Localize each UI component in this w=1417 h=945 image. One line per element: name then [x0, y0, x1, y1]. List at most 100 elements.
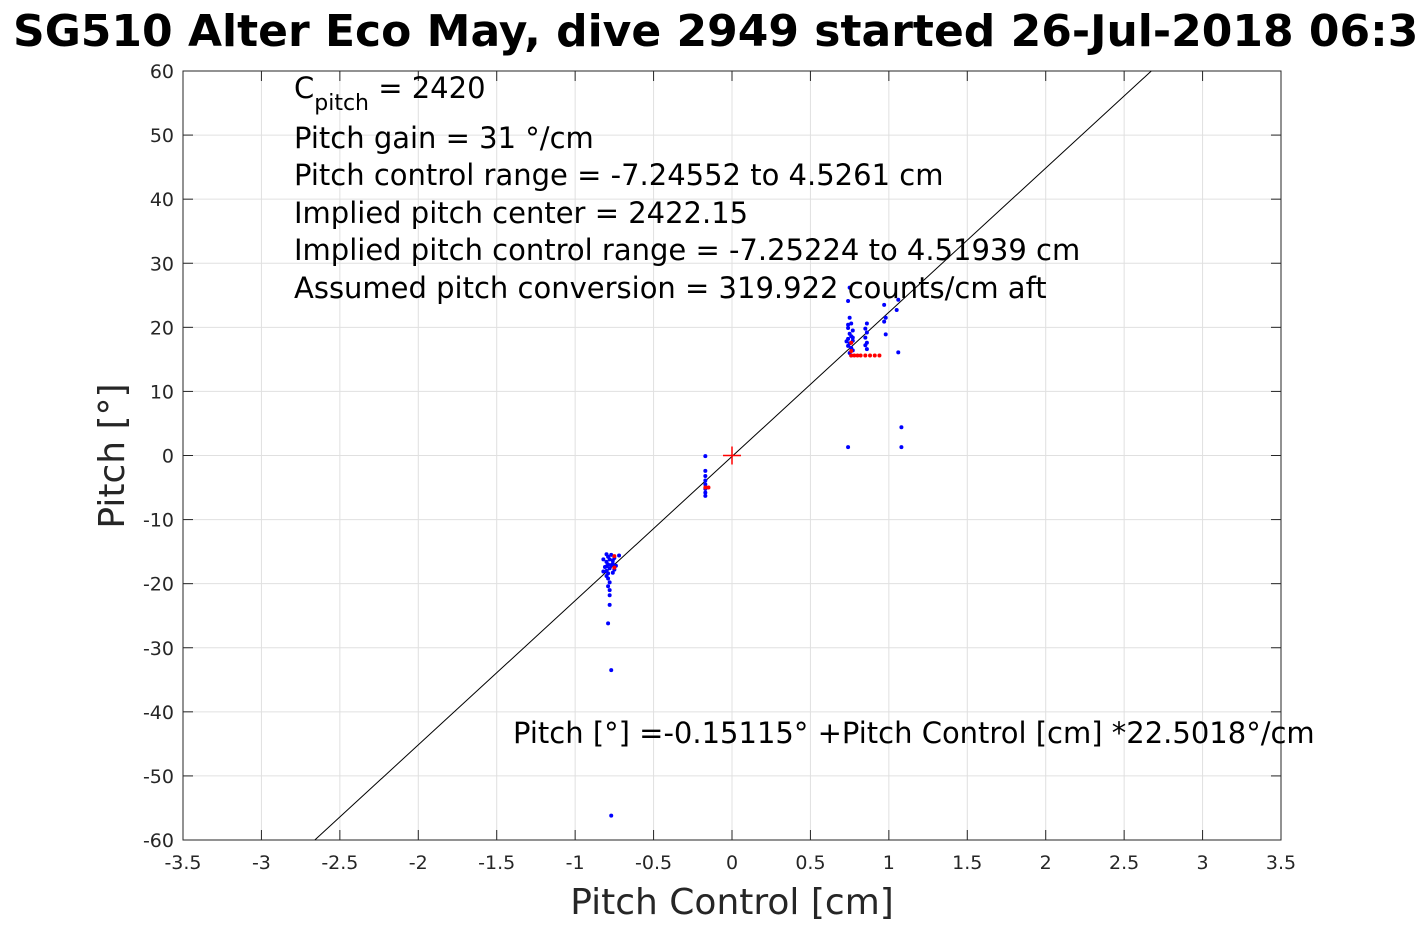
conversion-annotation: Assumed pitch conversion = 319.922 count…: [294, 271, 1047, 305]
blue-data-point: [899, 425, 904, 430]
blue-data-point: [846, 325, 851, 330]
blue-data-point: [607, 580, 612, 585]
x-tick-label: -2: [409, 852, 428, 874]
blue-data-point: [703, 493, 708, 498]
blue-data-point: [883, 332, 888, 337]
blue-data-point: [601, 569, 606, 574]
x-tick-label: 3.5: [1266, 852, 1296, 874]
y-tick-label: 0: [162, 446, 174, 468]
blue-data-point: [864, 321, 869, 326]
y-tick-label: 40: [150, 189, 174, 211]
blue-data-point: [894, 308, 899, 313]
y-tick-label: -30: [143, 638, 174, 660]
blue-data-point: [882, 319, 887, 324]
implied-range-annotation: Implied pitch control range = -7.25224 t…: [294, 233, 1080, 267]
red-data-point: [863, 353, 868, 358]
blue-data-point: [849, 321, 854, 326]
chart-title: SG510 Alter Eco May, dive 2949 started 2…: [13, 6, 1417, 57]
blue-data-point: [601, 557, 606, 562]
blue-data-point: [607, 593, 612, 598]
x-tick-label: -3: [252, 852, 271, 874]
blue-data-point: [609, 668, 614, 673]
blue-data-point: [846, 322, 851, 327]
blue-data-point: [609, 563, 614, 568]
y-tick-label: -10: [143, 510, 174, 532]
blue-data-point: [864, 330, 869, 335]
blue-data-point: [602, 565, 607, 570]
blue-data-point: [606, 621, 611, 626]
y-tick-label: -50: [143, 766, 174, 788]
x-tick-label: 1: [883, 852, 895, 874]
x-tick-label: -0.5: [635, 852, 672, 874]
y-tick-label: 50: [150, 125, 174, 147]
blue-data-point: [863, 326, 868, 331]
x-tick-labels: -3.5 -3 -2.5 -2 -1.5 -1 -0.5 0 0.5 1 1.5 2 2.5 3 3.5: [164, 852, 1296, 874]
red-data-point: [855, 353, 860, 358]
x-tick-label: -3.5: [164, 852, 201, 874]
data-points: [601, 285, 904, 818]
red-data-point: [612, 554, 617, 559]
y-tick-label: -40: [143, 702, 174, 724]
x-tick-label: 2.5: [1109, 852, 1139, 874]
plot-frame: [182, 70, 1282, 841]
blue-data-point: [863, 335, 868, 340]
cpitch-annotation: Cpitch = 2420: [294, 71, 486, 116]
red-data-point: [858, 353, 863, 358]
blue-data-point: [607, 602, 612, 607]
blue-data-point: [606, 584, 611, 589]
pitch-gain-annotation: Pitch gain = 31 °/cm: [294, 121, 594, 155]
red-data-point: [849, 353, 854, 358]
blue-data-point: [883, 315, 888, 320]
y-tick-label: 20: [150, 317, 174, 339]
red-data-point: [872, 353, 877, 358]
blue-data-point: [607, 557, 612, 562]
blue-data-point: [896, 350, 901, 355]
blue-data-point: [703, 474, 708, 479]
x-tick-label: 0.5: [795, 852, 825, 874]
blue-data-point: [850, 328, 855, 333]
blue-data-point: [899, 445, 904, 450]
center-marker: [723, 446, 741, 465]
x-tick-label: -2.5: [321, 852, 358, 874]
blue-data-point: [703, 478, 708, 483]
control-range-annotation: Pitch control range = -7.24552 to 4.5261…: [294, 158, 943, 192]
x-tick-label: 1.5: [952, 852, 982, 874]
blue-data-point: [703, 490, 708, 495]
blue-data-point: [882, 302, 887, 307]
x-tick-label: 2: [1040, 852, 1052, 874]
y-tick-label: 60: [150, 61, 174, 83]
blue-data-point: [846, 343, 851, 348]
red-data-point: [877, 353, 882, 358]
blue-data-point: [847, 285, 852, 290]
blue-data-point: [610, 558, 615, 563]
blue-data-point: [896, 297, 901, 302]
blue-data-point: [703, 468, 708, 473]
red-data-point: [706, 485, 711, 490]
x-axis-label: Pitch Control [cm]: [570, 882, 894, 923]
blue-data-point: [863, 343, 868, 348]
implied-center-annotation: Implied pitch center = 2422.15: [294, 196, 748, 230]
blue-data-point: [864, 347, 869, 352]
y-axis-label: Pitch [°]: [92, 383, 133, 528]
blue-data-point: [703, 482, 708, 487]
cpitch-symbol: C: [294, 71, 314, 105]
blue-data-point: [617, 553, 622, 558]
red-data-point: [849, 340, 854, 345]
blue-data-point: [609, 813, 614, 818]
y-tick-labels: -60 -50 -40 -30 -20 -10 0 10 20 30 40 50 60: [143, 61, 174, 852]
blue-data-point: [844, 339, 849, 344]
cpitch-subscript: pitch: [314, 91, 369, 116]
y-tick-label: -20: [143, 574, 174, 596]
red-data-point: [612, 565, 617, 570]
blue-data-point: [846, 299, 851, 304]
blue-data-point: [846, 445, 851, 450]
x-tick-label: -1.5: [478, 852, 515, 874]
blue-data-point: [607, 588, 612, 593]
red-data-point: [703, 485, 708, 490]
x-tick-label: 3: [1197, 852, 1209, 874]
cpitch-value: = 2420: [369, 71, 486, 105]
fit-equation-annotation: Pitch [°] =-0.15115° +Pitch Control [cm]…: [513, 716, 1315, 750]
red-data-point: [849, 349, 854, 354]
blue-data-point: [606, 576, 611, 581]
